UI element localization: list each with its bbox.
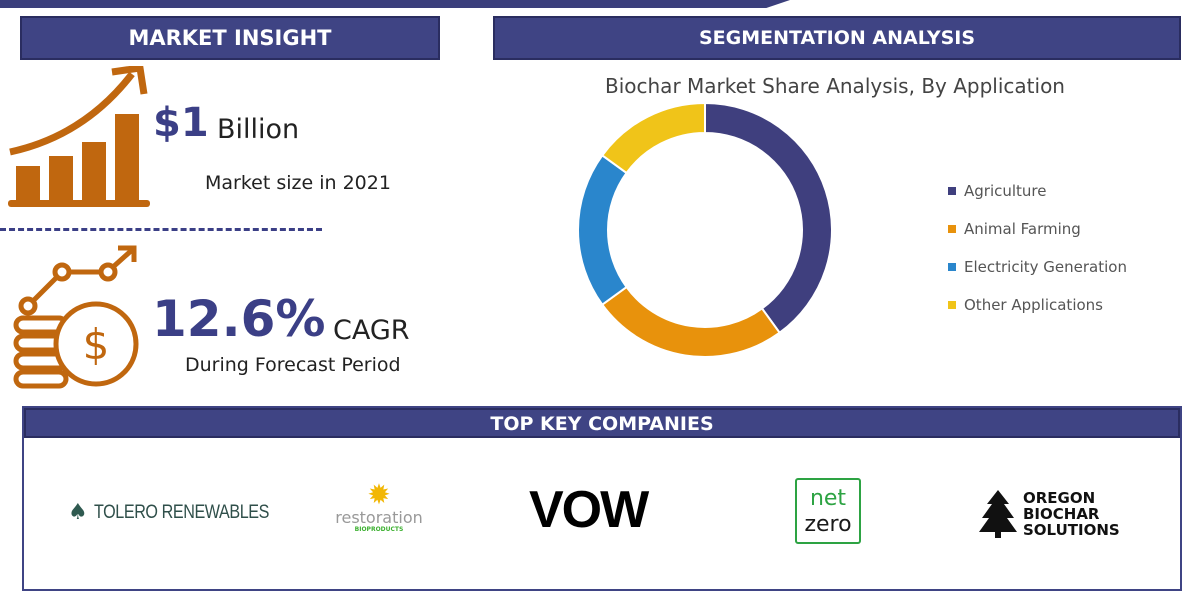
chart-title: Biochar Market Share Analysis, By Applic… [605,74,1065,98]
legend-swatch [948,263,956,271]
legend-label: Other Applications [964,296,1103,314]
donut-slice-other-applications [600,101,706,175]
legend-item: Animal Farming [948,210,1127,248]
legend-swatch [948,187,956,195]
market-size-unit: Billion [217,114,300,145]
leaf-icon: ♠ [68,500,88,525]
cagr-value: 12.6% [152,290,326,348]
company-logo-netzero: net zero [795,478,861,544]
key-companies-panel: TOP KEY COMPANIES ♠ TOLERO RENEWABLES ✹ … [22,406,1182,591]
legend-item: Other Applications [948,286,1127,324]
market-insight-header: MARKET INSIGHT [20,16,440,60]
svg-text:$: $ [83,320,110,369]
market-size-value: $1 [153,100,209,146]
legend-label: Animal Farming [964,220,1081,238]
legend-label: Agriculture [964,182,1047,200]
cagr-caption: During Forecast Period [185,354,401,376]
key-companies-header: TOP KEY COMPANIES [24,408,1180,438]
legend-label: Electricity Generation [964,258,1127,276]
coins-growth-icon: $ [13,245,139,389]
legend-item: Electricity Generation [948,248,1127,286]
donut-slice-animal-farming [600,285,782,358]
sun-icon: ✹ [367,478,391,511]
company-logo-tolero: ♠ TOLERO RENEWABLES [68,500,269,525]
company-logo-oregon-biochar: OREGON BIOCHAR SOLUTIONS [979,490,1120,538]
donut-slice-electricity-generation [577,153,628,307]
legend-swatch [948,301,956,309]
donut-chart [577,101,833,358]
growth-chart-icon [8,66,150,207]
tree-icon [979,490,1017,538]
donut-slice-agriculture [704,101,833,335]
segmentation-header: SEGMENTATION ANALYSIS [493,16,1181,60]
market-size-caption: Market size in 2021 [205,172,391,194]
company-logo-vow: VOW [529,481,649,539]
chart-legend: Agriculture Animal Farming Electricity Gen… [948,172,1127,324]
divider [0,228,322,231]
top-bar [0,0,790,8]
cagr-unit: CAGR [333,315,410,346]
legend-item: Agriculture [948,172,1127,210]
legend-swatch [948,225,956,233]
company-logo-restoration: ✹ restoration BIOPRODUCTS [329,478,429,534]
